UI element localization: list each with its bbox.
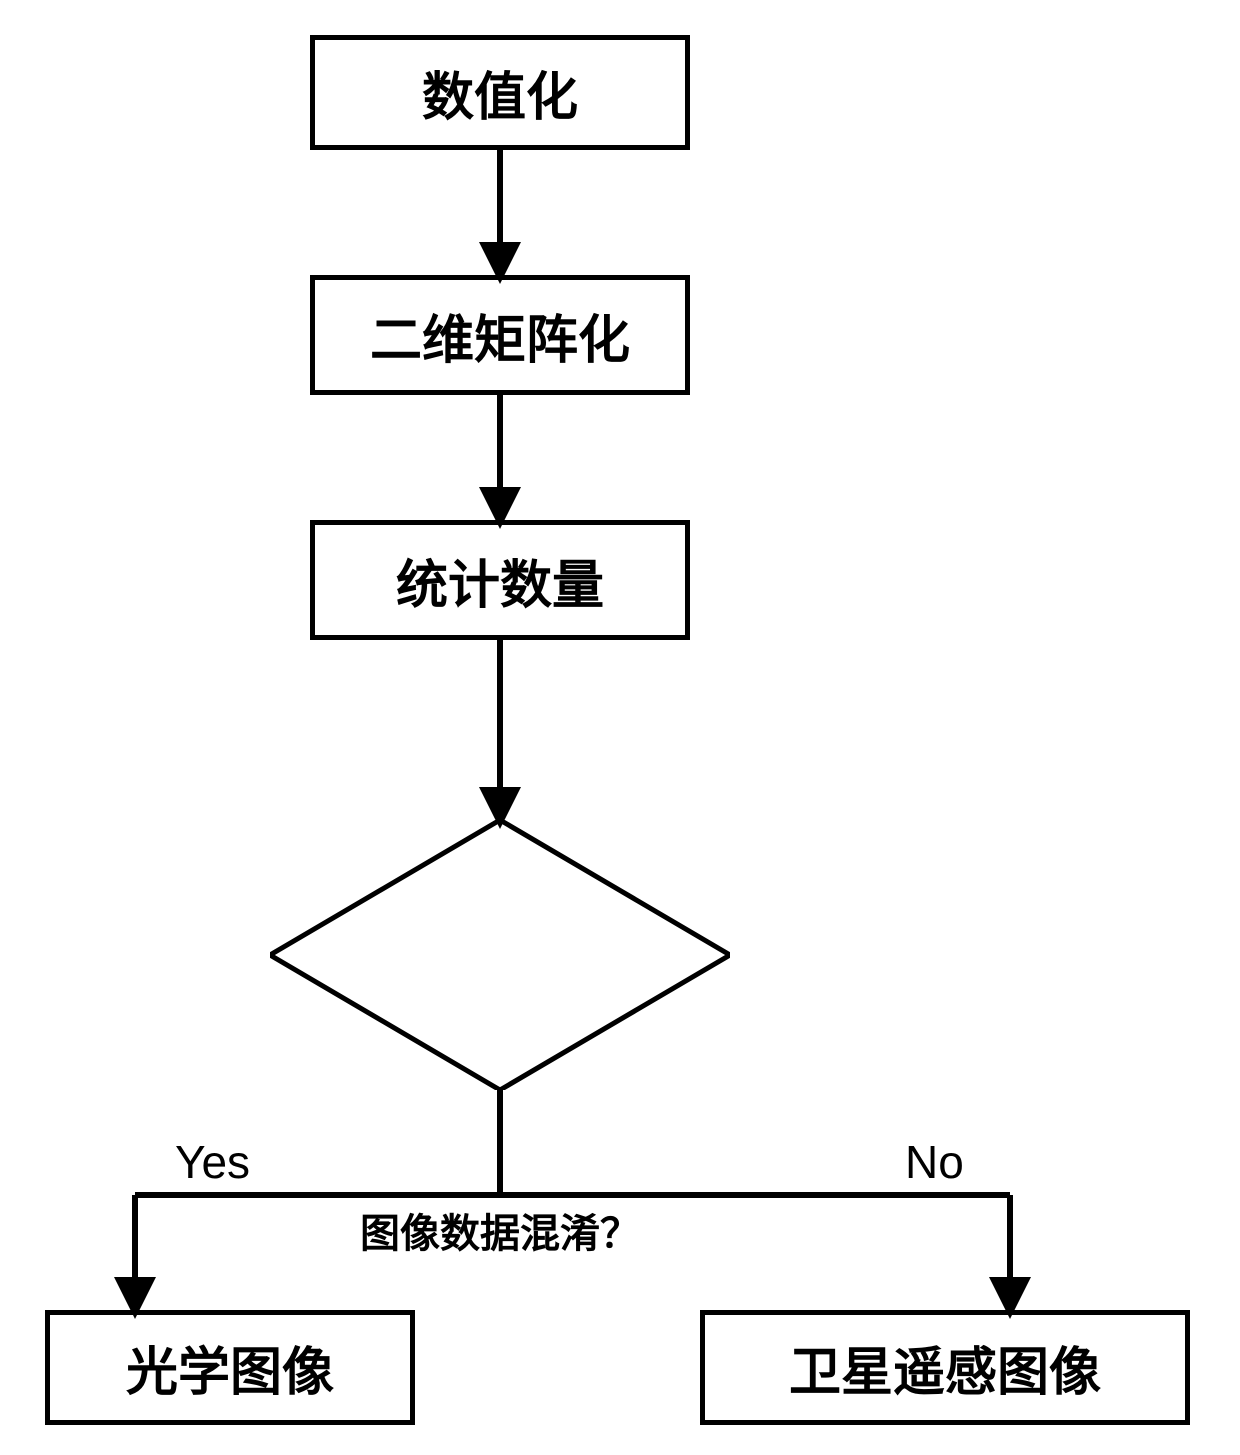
node-label: 光学图像 (126, 1330, 334, 1405)
edges-overlay (0, 0, 1240, 1455)
node-label: 二维矩阵化 (370, 298, 630, 373)
branch-label-text: Yes (175, 1136, 250, 1188)
flowchart-root: 数值化 二维矩阵化 统计数量 光学图像 卫星遥感图像 图像数据混淆？ Yes N… (0, 0, 1240, 1455)
diamond-shape-icon (270, 820, 730, 1090)
node-optical-image: 光学图像 (45, 1310, 415, 1425)
node-label: 统计数量 (396, 543, 604, 618)
node-label: 数值化 (422, 55, 578, 130)
branch-label-text: No (905, 1136, 964, 1188)
node-count-stats: 统计数量 (310, 520, 690, 640)
decision-label: 图像数据混淆？ (360, 1201, 640, 1259)
node-satellite-remote-sensing-image: 卫星遥感图像 (700, 1310, 1190, 1425)
branch-label-no: No (905, 1135, 964, 1189)
node-label: 卫星遥感图像 (789, 1330, 1101, 1405)
node-digitize: 数值化 (310, 35, 690, 150)
decision-image-data-confusion: 图像数据混淆？ (270, 820, 730, 1090)
node-2d-matrix: 二维矩阵化 (310, 275, 690, 395)
branch-label-yes: Yes (175, 1135, 250, 1189)
